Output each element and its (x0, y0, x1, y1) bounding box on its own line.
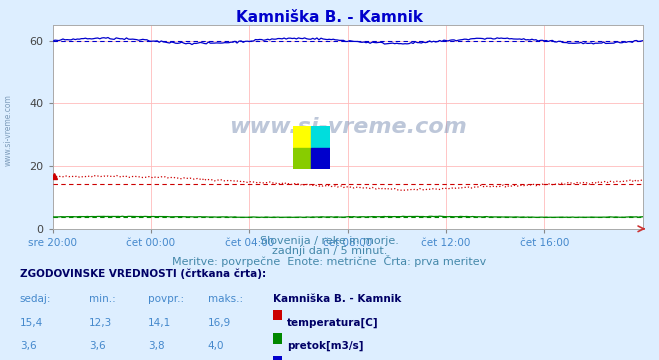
Text: sedaj:: sedaj: (20, 294, 51, 304)
Text: 16,9: 16,9 (208, 318, 231, 328)
Text: 3,6: 3,6 (20, 341, 36, 351)
Text: 15,4: 15,4 (20, 318, 43, 328)
Text: www.si-vreme.com: www.si-vreme.com (4, 94, 13, 166)
Bar (312, 148, 330, 169)
Text: pretok[m3/s]: pretok[m3/s] (287, 341, 363, 351)
Text: temperatura[C]: temperatura[C] (287, 318, 378, 328)
Bar (312, 126, 330, 148)
Text: 12,3: 12,3 (89, 318, 112, 328)
Text: Kamniška B. - Kamnik: Kamniška B. - Kamnik (236, 10, 423, 25)
Text: Slovenija / reke in morje.: Slovenija / reke in morje. (260, 236, 399, 246)
Text: Meritve: povrpečne  Enote: metrične  Črta: prva meritev: Meritve: povrpečne Enote: metrične Črta:… (173, 255, 486, 267)
Text: 4,0: 4,0 (208, 341, 224, 351)
Text: 3,6: 3,6 (89, 341, 105, 351)
Text: min.:: min.: (89, 294, 116, 304)
Text: www.si-vreme.com: www.si-vreme.com (229, 117, 467, 137)
Text: 3,8: 3,8 (148, 341, 165, 351)
Text: povpr.:: povpr.: (148, 294, 185, 304)
Bar (293, 126, 312, 148)
Text: zadnji dan / 5 minut.: zadnji dan / 5 minut. (272, 246, 387, 256)
Text: maks.:: maks.: (208, 294, 243, 304)
Text: 14,1: 14,1 (148, 318, 171, 328)
Text: Kamniška B. - Kamnik: Kamniška B. - Kamnik (273, 294, 402, 304)
Bar (293, 148, 312, 169)
Text: ZGODOVINSKE VREDNOSTI (črtkana črta):: ZGODOVINSKE VREDNOSTI (črtkana črta): (20, 268, 266, 279)
